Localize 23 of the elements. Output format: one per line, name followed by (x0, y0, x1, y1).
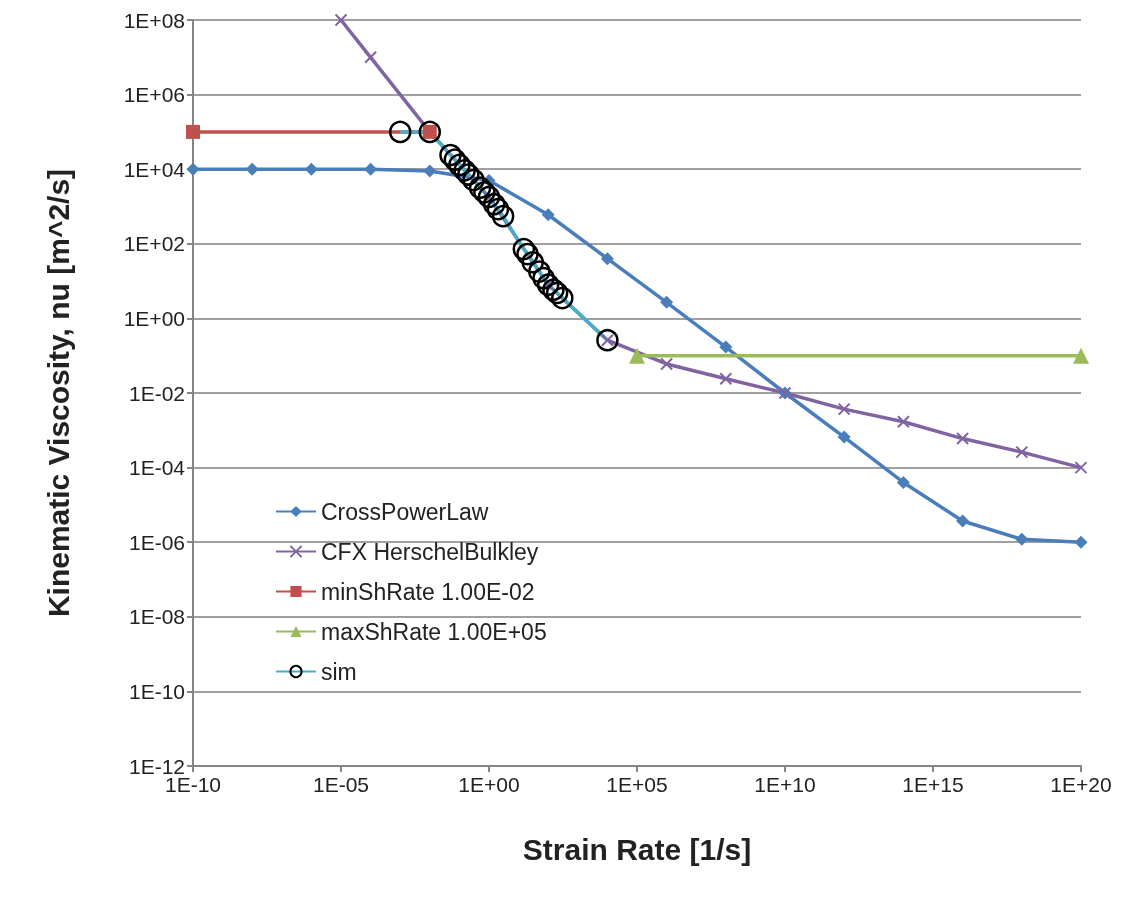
y-tick-label: 1E-10 (128, 679, 185, 703)
y-tick-label: 1E+00 (123, 306, 185, 330)
y-tick-label: 1E-02 (128, 381, 185, 405)
x-tick-label: 1E+05 (606, 773, 668, 796)
legend-label: CFX HerschelBulkley (321, 538, 539, 565)
x-tick-label: 1E+10 (754, 773, 816, 796)
x-tick-label: 1E+20 (1050, 773, 1112, 796)
x-axis-title: Strain Rate [1/s] (522, 832, 752, 866)
legend-label: sim (321, 658, 357, 685)
y-tick-label: 1E+04 (123, 157, 186, 181)
x-tick-label: 1E+00 (458, 773, 520, 796)
y-tick-label: 1E-06 (128, 530, 185, 554)
legend-label: minShRate 1.00E-02 (321, 578, 535, 605)
y-tick-label: 1E+08 (123, 8, 185, 32)
y-axis-title: Kinematic Viscosity, nu [m^2/s] (41, 168, 75, 618)
x-tick-label: 1E-05 (312, 773, 370, 796)
y-tick-label: 1E-08 (128, 605, 185, 629)
y-tick-label: 1E-04 (128, 456, 186, 480)
y-tick-label: 1E+02 (123, 232, 185, 256)
legend-label: maxShRate 1.00E+05 (321, 618, 547, 645)
x-tick-label: 1E+15 (902, 773, 964, 796)
y-tick-label: 1E+06 (123, 83, 185, 107)
legend-label: CrossPowerLaw (321, 498, 489, 525)
